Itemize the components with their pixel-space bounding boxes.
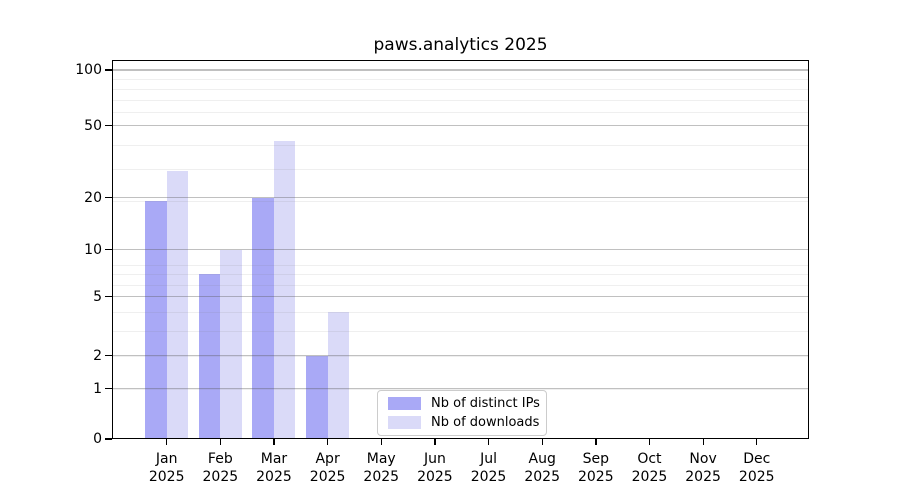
y-tick-mark [105,438,112,440]
legend-label-downloads: Nb of downloads [431,415,540,430]
major-gridline [113,354,808,357]
legend-row-distinct-ips: Nb of distinct IPs [378,395,546,412]
bar-ips-jan [145,201,167,439]
y-tick-mark [105,295,112,298]
x-tick-label: Sep 2025 [577,451,614,485]
minor-gridline [113,388,808,390]
y-tick-mark [105,354,112,357]
minor-gridline [113,145,808,147]
bar-downloads-apr [327,312,350,439]
x-tick-mark [541,439,543,445]
x-tick-label: May 2025 [363,451,400,485]
minor-gridline [113,312,808,314]
legend-row-downloads: Nb of downloads [378,414,546,431]
x-tick-mark [219,439,222,445]
x-tick-label: Dec 2025 [738,451,775,485]
x-tick-mark [702,439,704,445]
legend-label-distinct-ips: Nb of distinct IPs [431,396,540,411]
x-tick-mark [166,439,168,445]
major-gridline [113,124,808,127]
bar-downloads-jan [166,171,189,439]
y-tick-label: 20 [84,189,102,206]
x-tick-label: Apr 2025 [309,451,346,485]
y-tick-label: 1 [93,380,102,397]
x-tick-label: Mar 2025 [256,451,292,485]
major-gridline [113,196,808,199]
minor-gridline [113,331,808,332]
x-tick-label: Jan 2025 [148,451,185,485]
minor-gridline [113,201,808,203]
bar-ips-feb [198,274,221,439]
x-tick-label: Feb 2025 [202,451,239,485]
y-tick-label: 50 [84,117,102,134]
x-tick-mark [327,439,329,445]
y-tick-label: 100 [75,62,102,78]
x-tick-mark [434,439,436,445]
bar-ips-apr [306,355,328,439]
legend: Nb of distinct IPs Nb of downloads [377,390,547,436]
bar-ips-mar [252,197,274,439]
x-tick-mark [648,439,651,445]
bar-downloads-mar [273,141,296,439]
x-tick-label: Jul 2025 [470,451,507,485]
x-tick-mark [595,439,597,445]
major-gridline [113,69,808,71]
y-tick-label: 2 [93,347,102,364]
x-tick-label: Aug 2025 [524,451,560,485]
minor-gridline [113,265,808,267]
legend-swatch-distinct-ips [388,397,421,410]
x-tick-mark [380,439,382,445]
x-tick-mark [756,439,758,445]
x-tick-label: Nov 2025 [685,451,721,485]
minor-gridline [113,112,808,114]
y-tick-mark [105,69,112,71]
x-tick-mark [487,439,490,445]
minor-gridline [113,274,808,276]
chart-title: paws.analytics 2025 [373,35,548,55]
minor-gridline [113,99,808,101]
minor-gridline [113,88,808,90]
x-tick-mark [273,439,275,445]
legend-swatch-downloads [388,416,421,429]
y-tick-mark [105,248,112,251]
minor-gridline [113,168,808,170]
major-gridline [113,248,808,251]
y-tick-label: 0 [93,431,102,447]
bar-downloads-feb [220,249,242,439]
minor-gridline [113,355,808,357]
y-tick-label: 5 [93,288,102,305]
y-tick-mark [105,124,112,127]
y-tick-label: 10 [84,241,102,258]
y-tick-mark [105,387,112,390]
x-tick-label: Jun 2025 [417,451,453,485]
major-gridline [113,387,808,390]
x-tick-label: Oct 2025 [631,451,668,485]
minor-gridline [113,284,808,286]
major-gridline [113,295,808,298]
y-tick-mark [105,196,112,199]
minor-gridline [113,79,808,81]
